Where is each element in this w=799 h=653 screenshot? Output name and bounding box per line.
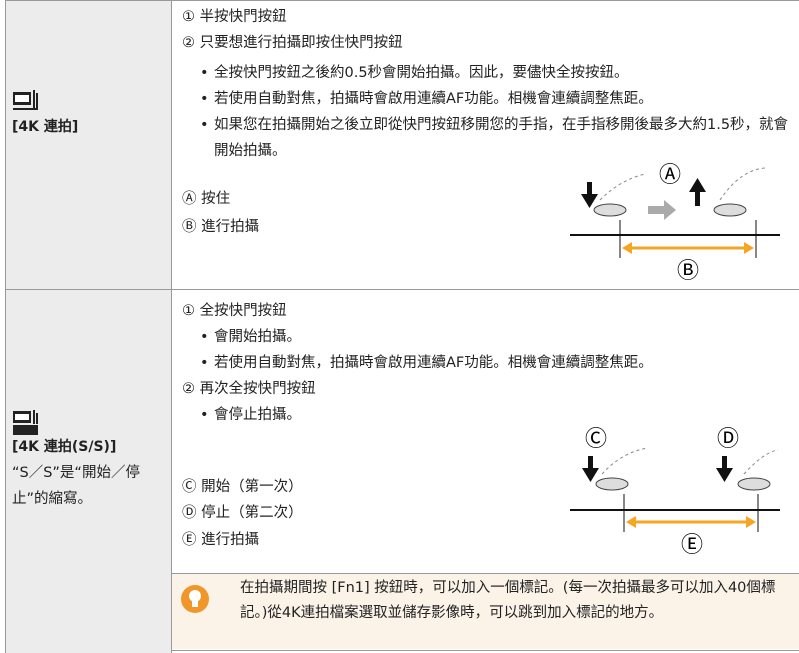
legend-item: Ⓒ 開始（第一次） (182, 479, 303, 495)
diagram-label: Ⓓ (717, 427, 739, 452)
bullet: 若使用自動對焦，拍攝時會啟用連續AF功能。相機會連續調整焦距。 (200, 350, 790, 376)
note-box (172, 574, 799, 649)
burst-icon (13, 90, 38, 110)
mode-cell (5, 290, 172, 653)
rule (5, 0, 799, 1)
bullet-list: 會停止拍攝。 (200, 402, 790, 428)
legend-item: Ⓐ 按住 (182, 191, 231, 207)
mode-cell (5, 1, 172, 289)
step: ② 只要想進行拍攝即按住快門按鈕 (182, 35, 403, 51)
diagram-label: Ⓑ (677, 259, 699, 284)
note: 在拍攝期間按 [Fn1] 按鈕時，可以加入一個標記。(每一次拍攝最多可以加入40… (240, 580, 776, 621)
rule (172, 650, 799, 651)
diagram-label: Ⓐ (659, 163, 681, 188)
step: ① 全按快門按鈕 (182, 303, 287, 319)
mode-label: [4K 連拍] (12, 119, 79, 135)
diagram-label: Ⓔ (681, 533, 703, 558)
mode-description: “S／S”是“開始／停止”的縮寫。 (12, 465, 140, 507)
step: ② 再次全按快門按鈕 (182, 381, 316, 397)
rule (5, 0, 6, 653)
diagram: Ⓐ Ⓑ (570, 163, 780, 284)
diagram-label: Ⓒ (585, 427, 607, 452)
tip-icon (181, 585, 209, 613)
legend-item: Ⓓ 停止（第二次） (182, 505, 303, 521)
mode-label: [4K 連拍(S/S)] (12, 439, 117, 455)
bullet: 全按快門按鈕之後約0.5秒會開始拍攝。因此，要儘快全按按鈕。 (200, 60, 790, 86)
bullet: 如果您在拍攝開始之後立即從快門按鈕移開您的手指，在手指移開後最多大約1.5秒，就… (200, 112, 790, 164)
legend-item: Ⓑ 進行拍攝 (182, 219, 260, 235)
bullet: 若使用自動對焦，拍攝時會啟用連續AF功能。相機會連續調整焦距。 (200, 86, 790, 112)
bullet: 會開始拍攝。 (200, 324, 790, 350)
step: ① 半按快門按鈕 (182, 9, 287, 25)
diagram: Ⓒ Ⓓ Ⓔ (570, 427, 780, 558)
legend-item: Ⓔ 進行拍攝 (182, 532, 260, 548)
rule (172, 573, 799, 574)
bullet-list: 會開始拍攝。 若使用自動對焦，拍攝時會啟用連續AF功能。相機會連續調整焦距。 (200, 324, 790, 376)
rule (5, 289, 799, 290)
burst-ss-icon (13, 410, 38, 435)
bullet: 會停止拍攝。 (200, 402, 790, 428)
bullet-list: 全按快門按鈕之後約0.5秒會開始拍攝。因此，要儘快全按按鈕。 若使用自動對焦，拍… (200, 60, 790, 164)
